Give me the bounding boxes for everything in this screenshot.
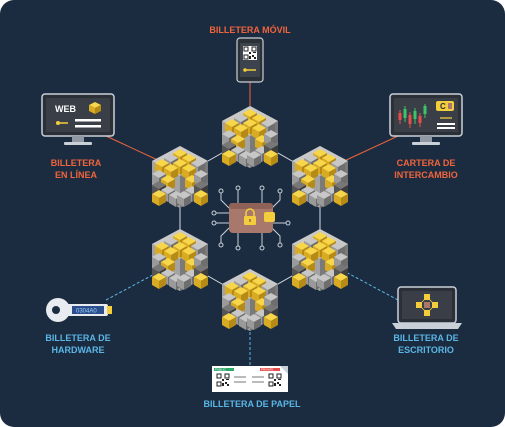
hardware-code: 0304A0 [76, 309, 97, 315]
monitor-icon: WEB [41, 93, 115, 145]
label-paper-wallet: BILLETERA DE PAPEL [203, 399, 301, 409]
paper-private-label: PRIVATE [261, 368, 273, 372]
usb-key-icon: 0304A0 [46, 298, 112, 322]
exchange-badge: C [440, 102, 446, 111]
label-desktop-wallet-line1: BILLETERA DE [393, 333, 458, 343]
wallet-lock-icon [211, 185, 291, 251]
wallet-labels: BILLETERA MÓVIL BILLETERA EN LÍNEA CARTE… [45, 24, 458, 409]
paper-wallet-icon: PUBLIC PRIVATE [212, 366, 288, 392]
label-exchange-wallet-line1: CARTERA DE [397, 158, 456, 168]
paper-public-label: PUBLIC [215, 368, 227, 372]
web-screen-text: WEB [55, 104, 76, 114]
laptop-icon [392, 286, 462, 329]
label-mobile-wallet: BILLETERA MÓVIL [209, 24, 291, 35]
label-exchange-wallet-line2: INTERCAMBIO [394, 170, 458, 180]
exchange-monitor-icon: C [389, 93, 463, 145]
phone-icon [236, 37, 264, 83]
label-hardware-wallet-line2: HARDWARE [52, 345, 105, 355]
label-hardware-wallet-line1: BILLETERA DE [45, 333, 110, 343]
label-online-wallet-line2: EN LÍNEA [55, 170, 98, 180]
label-online-wallet-line1: BILLETERA [51, 158, 102, 168]
label-desktop-wallet-line2: ESCRITORIO [398, 345, 454, 355]
